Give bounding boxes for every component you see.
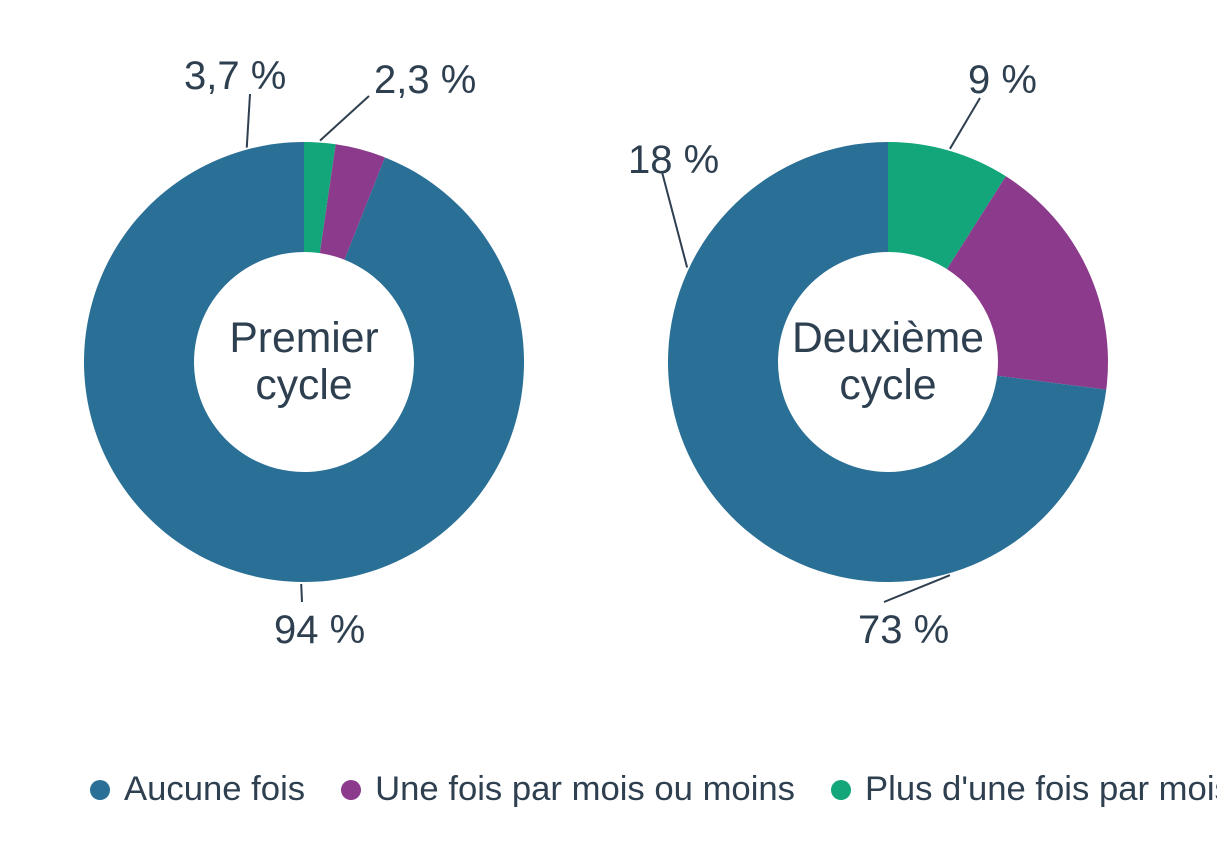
legend-dot-icon	[341, 780, 361, 800]
slice-label-plus: 2,3 %	[374, 58, 476, 103]
legend-item-aucune: Aucune fois	[90, 770, 305, 809]
slice-label-aucune: 73 %	[858, 608, 949, 653]
slice-label-une_fois: 18 %	[628, 138, 719, 183]
donut-premier-cycle: Premier cycle 2,3 %3,7 %94 %	[84, 142, 524, 582]
leader-line	[247, 94, 250, 148]
legend-dot-icon	[90, 780, 110, 800]
slice-label-une_fois: 3,7 %	[184, 54, 286, 99]
legend-item-plus: Plus d'une fois par mois	[831, 770, 1217, 809]
slice-label-aucune: 94 %	[274, 608, 365, 653]
center-label-premier: Premier cycle	[229, 315, 378, 409]
legend-item-une-fois: Une fois par mois ou moins	[341, 770, 795, 809]
chart-area: Premier cycle 2,3 %3,7 %94 % Deuxième cy…	[0, 0, 1217, 858]
leader-line	[320, 96, 369, 141]
donut-deuxieme-cycle: Deuxième cycle 9 %18 %73 %	[668, 142, 1108, 582]
legend-label: Plus d'une fois par mois	[865, 770, 1217, 809]
leader-line	[950, 98, 980, 149]
leader-line	[662, 172, 687, 267]
legend-dot-icon	[831, 780, 851, 800]
legend-label: Aucune fois	[124, 770, 305, 809]
legend-label: Une fois par mois ou moins	[375, 770, 795, 809]
slice-label-plus: 9 %	[968, 58, 1037, 103]
leader-line	[301, 584, 302, 602]
center-label-deuxieme: Deuxième cycle	[792, 315, 984, 409]
legend: Aucune fois Une fois par mois ou moins P…	[90, 770, 1217, 809]
